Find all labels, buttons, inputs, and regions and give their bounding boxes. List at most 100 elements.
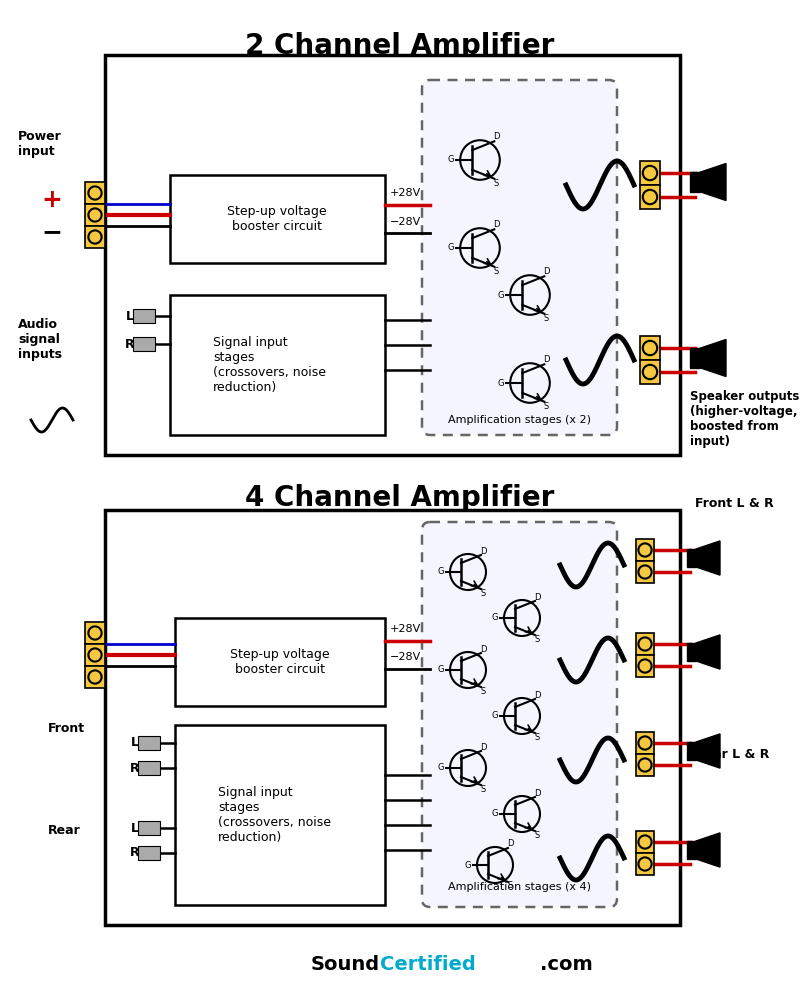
Text: Front L & R: Front L & R [695,497,774,510]
Bar [85,204,105,226]
Text: D: D [534,788,540,798]
Text: D: D [480,546,486,556]
Text: S: S [494,267,499,276]
Text: D: D [506,840,514,848]
Bar [133,337,155,351]
Bar [138,820,160,834]
Text: Power
input: Power input [18,130,62,158]
Text: S: S [480,784,486,794]
Text: G: G [447,243,454,252]
Text: G: G [492,613,498,622]
Text: S: S [534,635,540,644]
Bar [640,360,660,384]
Text: G: G [497,290,503,300]
Bar [85,226,105,248]
Text: D: D [543,267,550,276]
Text: G: G [497,378,503,387]
Bar [636,539,654,561]
Text: +: + [42,188,62,212]
Bar [85,644,105,666]
Text: +28V: +28V [390,624,422,634]
Text: S: S [480,686,486,696]
Text: Amplification stages (x 2): Amplification stages (x 2) [449,415,591,425]
Text: Step-up voltage
booster circuit: Step-up voltage booster circuit [230,648,330,676]
Text: D: D [480,742,486,752]
Text: R: R [130,846,140,859]
Text: Signal input
stages
(crossovers, noise
reduction): Signal input stages (crossovers, noise r… [218,786,331,844]
Bar [636,853,654,875]
Text: D: D [543,355,550,364]
Bar [687,742,696,760]
Text: Front: Front [48,722,85,734]
Text: G: G [438,568,444,576]
Text: Signal input
stages
(crossovers, noise
reduction): Signal input stages (crossovers, noise r… [213,336,326,394]
Bar [138,760,160,774]
Text: S: S [544,314,549,323]
Text: S: S [534,732,540,742]
Bar [105,510,680,925]
Bar [138,736,160,750]
Bar [636,633,654,655]
Polygon shape [696,541,720,575]
Bar [175,725,385,905]
Polygon shape [696,734,720,768]
Polygon shape [700,163,726,201]
Text: 2 Channel Amplifier: 2 Channel Amplifier [246,32,554,60]
Bar [687,549,696,567]
Text: −: − [42,220,62,244]
Bar [85,622,105,644]
Bar [105,55,680,455]
Text: Speaker outputs
(higher-voltage,
boosted from
input): Speaker outputs (higher-voltage, boosted… [690,390,799,448]
Text: S: S [544,402,549,411]
Text: G: G [447,155,454,164]
Text: R: R [130,762,140,774]
Text: Rear: Rear [48,824,81,836]
Text: D: D [494,132,500,141]
Polygon shape [696,635,720,669]
Bar [687,643,696,661]
FancyBboxPatch shape [422,80,617,435]
Bar [636,655,654,677]
Text: G: G [492,810,498,818]
Text: G: G [438,666,444,674]
Bar [636,831,654,853]
Bar [690,348,700,368]
Text: Sound: Sound [311,956,380,974]
Text: L: L [126,310,134,322]
Bar [640,336,660,360]
Text: Certified: Certified [380,956,476,974]
Bar [133,309,155,323]
Bar [175,618,385,706]
Text: Amplification stages (x 4): Amplification stages (x 4) [449,882,591,892]
Text: −28V: −28V [390,652,422,662]
FancyBboxPatch shape [422,522,617,907]
Text: L: L [131,822,139,834]
Bar [636,754,654,776]
Text: Audio
signal
inputs: Audio signal inputs [18,318,62,361]
Text: L: L [131,736,139,750]
Text: G: G [438,764,444,772]
Text: D: D [534,592,540,601]
Bar [640,161,660,185]
Bar [85,182,105,204]
Text: S: S [494,179,499,188]
Text: S: S [507,882,513,890]
Bar [687,841,696,859]
Text: G: G [492,712,498,720]
Bar [636,732,654,754]
Text: −28V: −28V [390,217,422,227]
Bar [138,846,160,859]
Bar [640,185,660,209]
Bar [85,666,105,688]
Text: G: G [465,860,471,869]
Polygon shape [696,833,720,867]
Text: .com: .com [540,956,593,974]
Bar [170,175,385,263]
Polygon shape [700,339,726,377]
Text: Rear L & R: Rear L & R [695,748,770,761]
Bar [170,295,385,435]
Text: D: D [494,220,500,229]
Text: S: S [480,588,486,597]
Text: +28V: +28V [390,188,422,198]
Text: Step-up voltage
booster circuit: Step-up voltage booster circuit [227,205,327,233]
